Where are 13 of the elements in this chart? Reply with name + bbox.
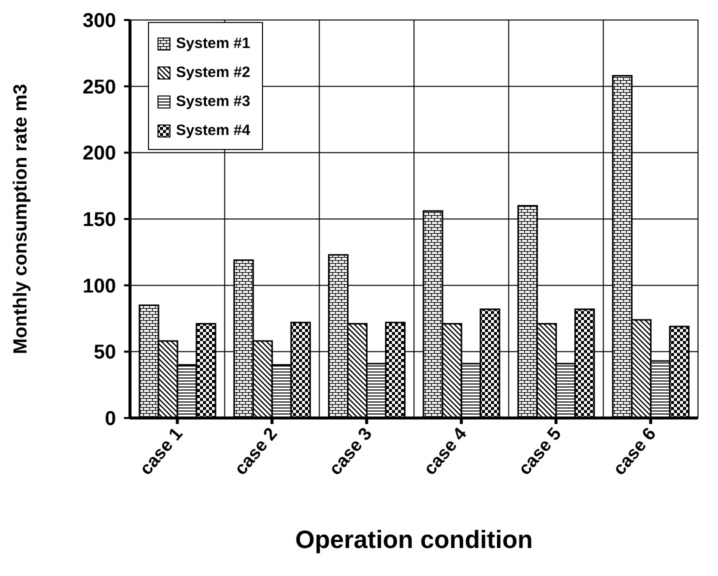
y-tick-label: 250 <box>82 76 116 98</box>
y-tick-label: 300 <box>82 10 116 32</box>
y-tick-label: 50 <box>94 342 116 364</box>
legend-label: System #3 <box>176 93 250 110</box>
legend-label: System #1 <box>176 35 250 52</box>
y-tick-label: 0 <box>104 408 116 430</box>
y-tick-label: 100 <box>82 275 116 298</box>
legend-label: System #4 <box>176 122 250 139</box>
x-axis-title: Operation condition <box>295 526 533 554</box>
y-axis-title: Monthly consumption rate m3 <box>10 84 32 354</box>
y-tick-label: 150 <box>82 209 116 231</box>
legend-label: System #2 <box>176 64 250 81</box>
y-tick-label: 200 <box>82 142 116 165</box>
